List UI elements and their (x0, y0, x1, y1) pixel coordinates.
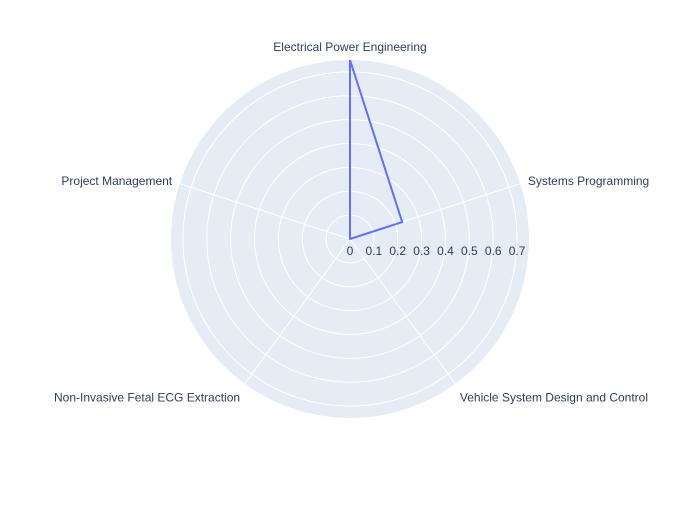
radial-tick-label: 0.5 (461, 244, 478, 258)
category-labels: Electrical Power Engineering Systems Prog… (54, 40, 649, 404)
category-label: Non-Invasive Fetal ECG Extraction (54, 390, 240, 404)
radial-tick-label: 0.6 (485, 244, 502, 258)
category-label: Systems Programming (528, 174, 649, 188)
angular-gridline (244, 238, 351, 385)
radial-tick-label: 0.1 (366, 244, 383, 258)
angular-gridline (179, 183, 351, 240)
angular-gridline (349, 238, 456, 385)
category-label: Vehicle System Design and Control (460, 390, 648, 404)
category-label: Electrical Power Engineering (273, 40, 426, 54)
radial-tick-label: 0 (347, 244, 354, 258)
radial-tick-label: 0.3 (413, 244, 430, 258)
radial-tick-label: 0.4 (437, 244, 454, 258)
series-line (349, 59, 404, 240)
radial-tick-label: 0.7 (509, 244, 526, 258)
category-label: Project Management (61, 174, 172, 188)
radial-tick-label: 0.2 (389, 244, 406, 258)
radial-tick-labels: 0 0.1 0.2 0.3 0.4 0.5 0.6 0.7 (347, 244, 526, 258)
